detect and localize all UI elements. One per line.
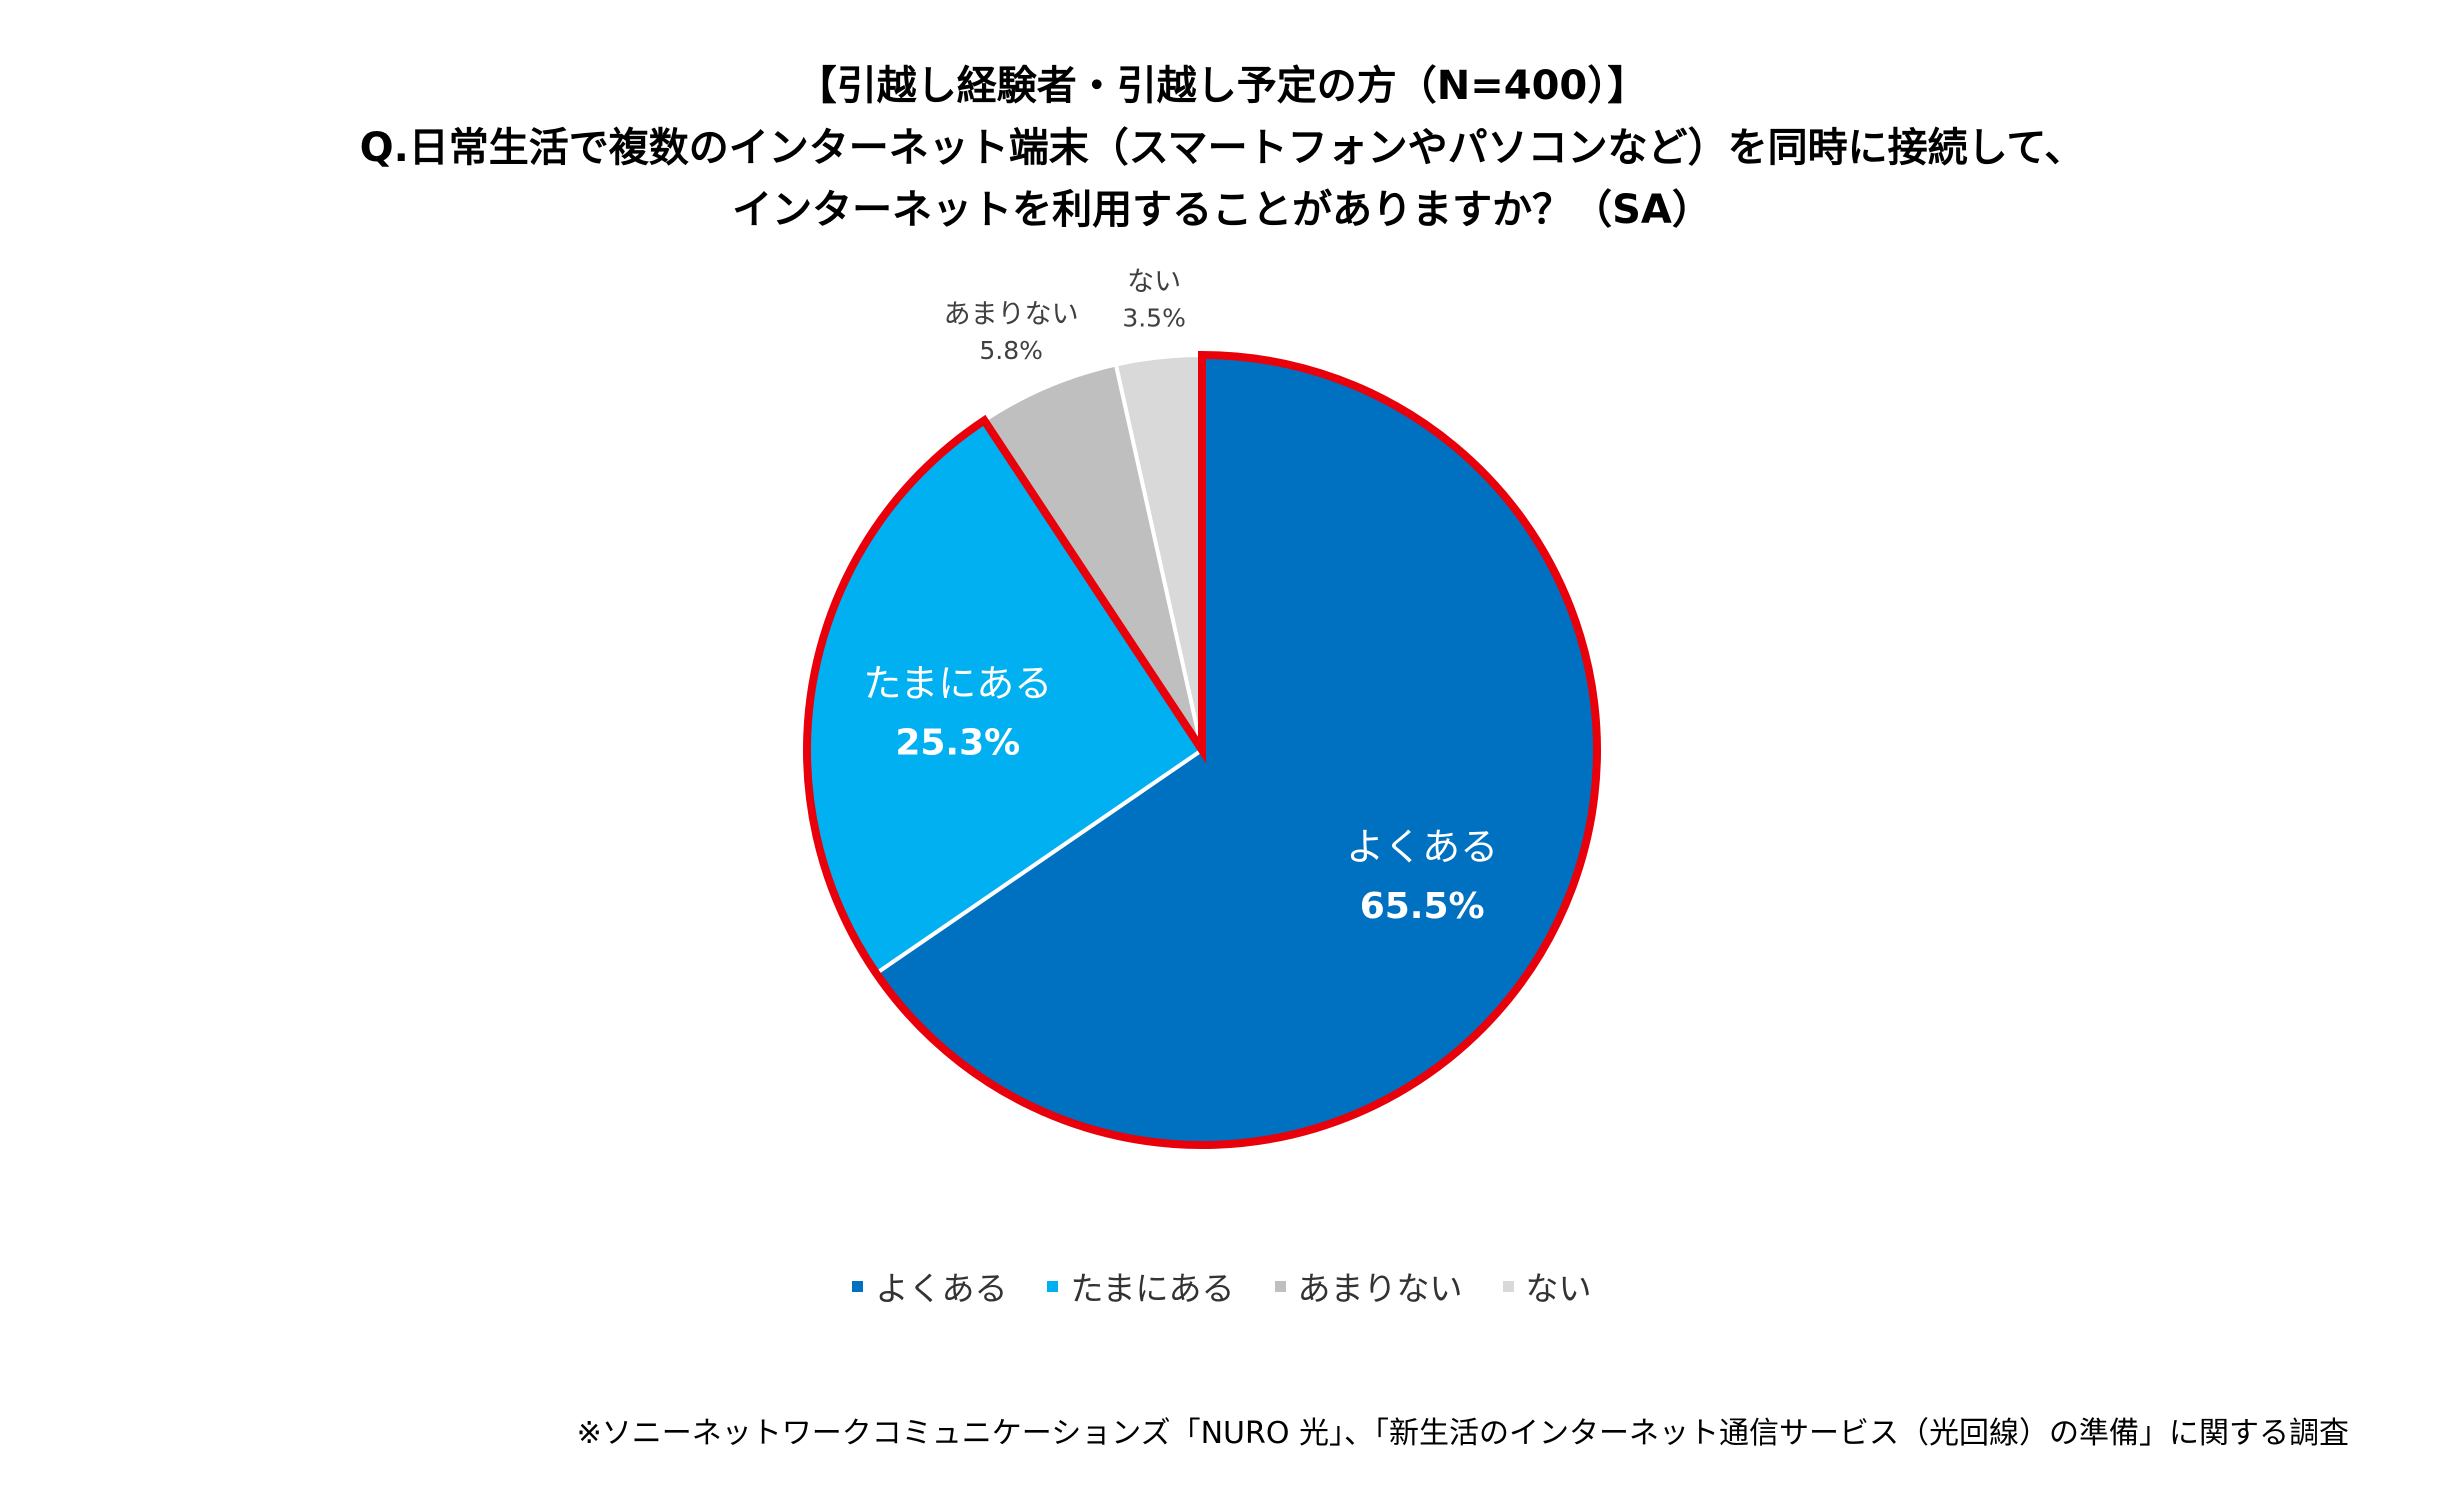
slice-value-1: 65.5% (1360, 886, 1485, 927)
legend-swatch (852, 1280, 864, 1292)
legend: よくある たまにある あまりない ない (0, 1262, 2444, 1310)
legend-item-tamani-aru: たまにある (1047, 1262, 1235, 1310)
legend-label: よくある (875, 1269, 1008, 1308)
slice-value-4: 3.5% (1122, 304, 1186, 333)
legend-label: あまりない (1297, 1269, 1463, 1308)
title-line-3: インターネットを利用することがありますか？（SA） (732, 187, 1712, 233)
slice-label-1: よくある (1346, 825, 1498, 869)
slice-value-3: 5.8% (979, 336, 1043, 365)
legend-swatch (1502, 1280, 1514, 1292)
legend-item-nai: ない (1502, 1262, 1592, 1310)
highlight-outline (803, 350, 1601, 1149)
chart-title: 【引越し経験者・引越し予定の方（N=400）】 Q.日常生活で複数のインターネッ… (0, 55, 2444, 241)
legend-item-yoku-aru: よくある (852, 1262, 1007, 1310)
title-line-2: Q.日常生活で複数のインターネット端末（スマートフォンやパソコンなど）を同時に接… (359, 125, 2085, 171)
legend-item-amari-nai: あまりない (1274, 1262, 1463, 1310)
slice-label-2: たまにある (863, 661, 1052, 705)
legend-swatch (1274, 1280, 1286, 1292)
slice-value-2: 25.3% (895, 722, 1020, 763)
slice-label-3: あまりない (944, 299, 1079, 330)
legend-label: たまにある (1070, 1269, 1235, 1308)
slice-label-4: ない (1127, 267, 1181, 298)
source-footnote: ※ソニーネットワークコミュニケーションズ「NURO 光」、「新生活のインターネッ… (576, 1416, 2349, 1451)
legend-swatch (1047, 1280, 1059, 1292)
title-line-1: 【引越し経験者・引越し予定の方（N=400）】 (796, 63, 1648, 109)
legend-label: ない (1525, 1269, 1592, 1308)
